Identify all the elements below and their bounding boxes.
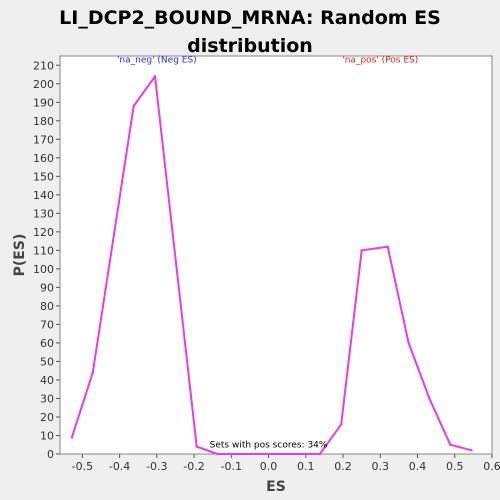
- annotation-label: 'na_neg' (Neg ES): [117, 55, 197, 65]
- series-line: [70, 75, 472, 455]
- y-tick-label: 10: [40, 429, 54, 442]
- x-axis-ticks: -0.5 -0.4 -0.3 -0.2 -0.1 0.0 0.1 0.2 0.3 0.4 0.5 0.…: [72, 454, 500, 473]
- y-tick-label: 170: [33, 133, 54, 146]
- y-tick-label: 180: [33, 115, 54, 128]
- y-tick-label: 140: [33, 189, 54, 202]
- data-point: [195, 445, 198, 448]
- annotation-label: 'na_pos' (Pos ES): [342, 55, 418, 65]
- x-tick-label: -0.5: [72, 460, 93, 473]
- data-point: [407, 341, 410, 345]
- series-group: [70, 75, 473, 456]
- x-tick-label: -0.4: [109, 460, 130, 473]
- x-tick-label: -0.2: [183, 460, 204, 473]
- x-tick-label: 0.2: [334, 460, 352, 473]
- x-tick-label: 0.3: [372, 460, 390, 473]
- x-tick-label: 0.5: [446, 460, 464, 473]
- data-point: [318, 452, 322, 456]
- chart-title: LI_DCP2_BOUND_MRNA: Random ES distributi…: [0, 4, 500, 60]
- y-axis-ticks: 0 10 20 30 40 50 60 70 80 90 100 110 120 130 140 150 160…: [33, 59, 60, 461]
- x-tick-label: 0.0: [260, 460, 278, 473]
- data-point: [70, 436, 74, 439]
- y-tick-label: 150: [33, 170, 54, 183]
- data-point: [386, 245, 389, 248]
- y-tick-label: 130: [33, 207, 54, 220]
- y-tick-label: 200: [33, 78, 54, 91]
- y-tick-label: 40: [40, 374, 54, 387]
- y-tick-label: 50: [40, 355, 54, 368]
- y-tick-label: 20: [40, 411, 54, 424]
- y-tick-label: 190: [33, 96, 54, 109]
- y-tick-label: 120: [33, 226, 54, 239]
- x-axis-label: ES: [266, 479, 286, 495]
- y-tick-label: 30: [40, 392, 54, 405]
- data-point: [470, 449, 473, 452]
- data-point: [91, 371, 94, 374]
- y-tick-label: 0: [47, 448, 54, 461]
- y-tick-label: 80: [40, 300, 54, 313]
- y-tick-label: 110: [33, 244, 54, 257]
- data-point: [360, 249, 363, 252]
- x-tick-label: 0.4: [409, 460, 427, 473]
- x-tick-label: 0.6: [483, 460, 500, 473]
- y-tick-label: 210: [33, 59, 54, 72]
- chart-title-line-2: distribution: [187, 35, 313, 57]
- y-tick-label: 100: [33, 263, 54, 276]
- y-tick-label: 160: [33, 152, 54, 165]
- x-tick-label: -0.1: [221, 460, 242, 473]
- y-tick-label: 60: [40, 337, 54, 350]
- data-point: [428, 397, 431, 400]
- data-point: [339, 423, 343, 426]
- y-axis-label: P(ES): [12, 234, 28, 277]
- annotation-label: Sets with pos scores: 34%: [210, 440, 328, 450]
- y-tick-label: 70: [40, 318, 54, 331]
- annotations: 'na_neg' (Neg ES) 'na_pos' (Pos ES) Sets w…: [117, 55, 418, 450]
- x-tick-label: -0.3: [146, 460, 167, 473]
- data-point: [216, 452, 219, 456]
- y-tick-label: 90: [40, 281, 54, 294]
- chart-title-line-1: LI_DCP2_BOUND_MRNA: Random ES: [59, 7, 441, 29]
- data-point: [132, 104, 135, 108]
- data-point: [153, 75, 157, 78]
- data-point: [449, 443, 452, 446]
- x-tick-label: 0.1: [297, 460, 315, 473]
